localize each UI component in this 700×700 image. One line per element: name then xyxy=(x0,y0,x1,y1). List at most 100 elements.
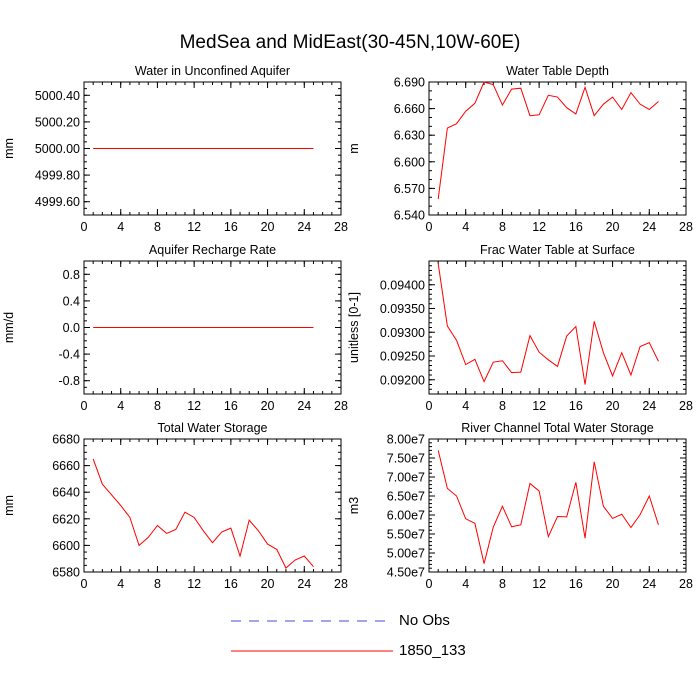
x-tick-label: 28 xyxy=(334,220,348,234)
plot-frame xyxy=(428,438,687,573)
y-tick-label: 6.690 xyxy=(394,76,425,90)
x-tick-label: 0 xyxy=(426,399,433,413)
y-tick-label: 0.09400 xyxy=(380,278,425,292)
y-tick-label: 0.09200 xyxy=(380,373,425,387)
x-tick-label: 0 xyxy=(426,577,433,591)
x-tick-label: 12 xyxy=(187,220,201,234)
x-tick-label: 12 xyxy=(187,577,201,591)
y-tick-label: 4.50e7 xyxy=(387,566,425,580)
x-tick-label: 12 xyxy=(532,577,546,591)
x-tick-label: 24 xyxy=(297,399,311,413)
x-tick-label: 8 xyxy=(499,399,506,413)
x-tick-label: 4 xyxy=(462,577,469,591)
legend-label-1850-133: 1850_133 xyxy=(399,642,466,659)
y-tick-label: 6.600 xyxy=(394,155,425,169)
plot-frame xyxy=(428,81,687,216)
x-tick-label: 16 xyxy=(224,399,238,413)
x-tick-label: 0 xyxy=(81,577,88,591)
y-tick-label: 0.09350 xyxy=(380,302,425,316)
y-tick-label: 0.8 xyxy=(63,268,80,282)
x-tick-label: 24 xyxy=(642,220,656,234)
x-tick-label: 4 xyxy=(117,577,124,591)
y-tick-label: 6600 xyxy=(52,539,80,553)
x-tick-label: 20 xyxy=(606,399,620,413)
y-axis-label: mm xyxy=(2,495,16,516)
series-line xyxy=(437,81,659,200)
x-tick-label: 16 xyxy=(224,577,238,591)
legend xyxy=(231,620,393,652)
y-tick-label: 6640 xyxy=(52,486,80,500)
series-line xyxy=(92,458,314,569)
x-tick-label: 28 xyxy=(334,399,348,413)
x-tick-label: 8 xyxy=(154,220,161,234)
y-tick-label: 6.540 xyxy=(394,209,425,223)
y-tick-label: 0.0 xyxy=(63,321,80,335)
x-tick-label: 4 xyxy=(117,399,124,413)
y-tick-label: -0.8 xyxy=(58,374,80,388)
y-tick-label: 6.570 xyxy=(394,182,425,196)
panel-water-unconfined-aquifer: Water in Unconfined Aquifer mm 0 4 8 12 16 20 24… xyxy=(2,64,348,234)
panel-title: Total Water Storage xyxy=(157,421,267,435)
x-tick-label: 12 xyxy=(532,220,546,234)
x-tick-label: 28 xyxy=(679,399,693,413)
x-tick-label: 28 xyxy=(679,577,693,591)
y-tick-label: 6.660 xyxy=(394,102,425,116)
y-tick-label: 5000.40 xyxy=(35,89,80,103)
y-tick-label: 4999.60 xyxy=(35,195,80,209)
x-tick-label: 12 xyxy=(532,399,546,413)
x-tick-label: 16 xyxy=(224,220,238,234)
y-tick-label: 4999.80 xyxy=(35,169,80,183)
legend-label-no-obs: No Obs xyxy=(399,612,450,629)
x-tick-label: 0 xyxy=(81,220,88,234)
x-tick-label: 24 xyxy=(642,399,656,413)
y-tick-label: 5000.00 xyxy=(35,142,80,156)
y-tick-label: 6660 xyxy=(52,459,80,473)
panel-frac-water-table-at-surface: Frac Water Table at Surface unitless [0-1… xyxy=(347,243,693,413)
y-tick-label: 5000.20 xyxy=(35,115,80,129)
y-tick-label: 5.50e7 xyxy=(387,528,425,542)
series-line xyxy=(437,263,659,385)
x-tick-label: 0 xyxy=(426,220,433,234)
panel-water-table-depth: Water Table Depth m 0 4 8 12 16 20 24 28 6.540 6.57… xyxy=(347,64,693,234)
x-tick-label: 24 xyxy=(297,577,311,591)
x-tick-label: 16 xyxy=(569,577,583,591)
panel-title: Water Table Depth xyxy=(506,64,609,78)
y-tick-label: 6620 xyxy=(52,512,80,526)
x-tick-label: 20 xyxy=(261,399,275,413)
plot-frame xyxy=(428,260,687,395)
x-tick-label: 20 xyxy=(261,577,275,591)
panel-river-channel-total-water-storage: River Channel Total Water Storage m3 0 4 8 12… xyxy=(347,421,693,591)
y-tick-label: 0.09300 xyxy=(380,326,425,340)
panel-title: Aquifer Recharge Rate xyxy=(149,243,276,257)
y-tick-label: 6680 xyxy=(52,433,80,447)
figure-title: MedSea and MidEast(30-45N,10W-60E) xyxy=(179,32,521,53)
y-tick-label: 5.00e7 xyxy=(387,547,425,561)
y-tick-label: 8.00e7 xyxy=(387,433,425,447)
x-tick-label: 8 xyxy=(499,220,506,234)
y-tick-label: 7.50e7 xyxy=(387,452,425,466)
x-tick-label: 20 xyxy=(261,220,275,234)
y-axis-label: mm/d xyxy=(2,312,16,343)
panel-aquifer-recharge-rate: Aquifer Recharge Rate mm/d 0 4 8 12 16 20 24 28 -0… xyxy=(2,243,348,413)
y-tick-label: 6.00e7 xyxy=(387,509,425,523)
y-tick-label: 6.630 xyxy=(394,129,425,143)
y-axis-label: unitless [0-1] xyxy=(347,292,361,363)
x-tick-label: 8 xyxy=(499,577,506,591)
x-tick-label: 8 xyxy=(154,399,161,413)
y-tick-label: -0.4 xyxy=(58,348,80,362)
y-axis-label: m xyxy=(347,143,361,153)
x-tick-label: 4 xyxy=(462,399,469,413)
y-tick-label: 0.09250 xyxy=(380,350,425,364)
x-tick-label: 12 xyxy=(187,399,201,413)
panel-title: Frac Water Table at Surface xyxy=(480,243,635,257)
x-tick-label: 20 xyxy=(606,577,620,591)
x-tick-label: 8 xyxy=(154,577,161,591)
panel-total-water-storage: Total Water Storage mm 0 4 8 12 16 20 24 28 6580 66… xyxy=(2,421,348,591)
x-tick-label: 16 xyxy=(569,220,583,234)
x-tick-label: 20 xyxy=(606,220,620,234)
plot-frame xyxy=(83,438,342,573)
x-tick-label: 24 xyxy=(642,577,656,591)
panel-title: Water in Unconfined Aquifer xyxy=(135,64,290,78)
panel-title: River Channel Total Water Storage xyxy=(461,421,654,435)
